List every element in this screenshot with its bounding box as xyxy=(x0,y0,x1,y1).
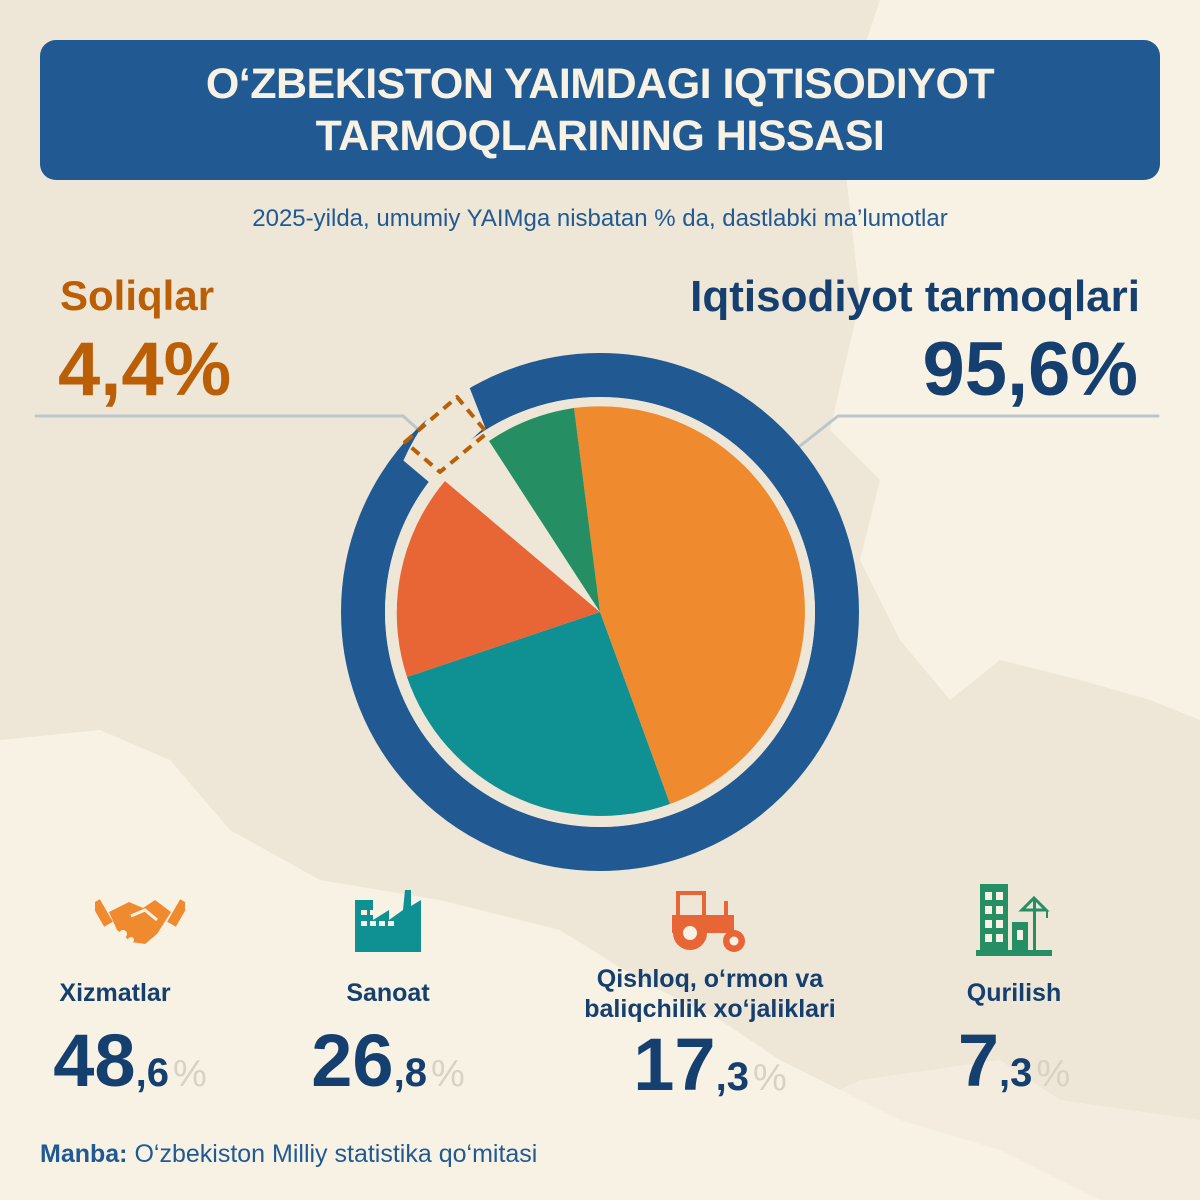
taxes-dashed-box xyxy=(403,395,489,474)
taxes-label: Soliqlar xyxy=(60,272,215,319)
slice-xizmatlar xyxy=(574,406,805,804)
title-line-1: O‘ZBEKISTON YAIMDAGI IQTISODIYOT xyxy=(205,60,995,108)
subtitle: 2025-yilda, umumiy YAIMga nisbatan % da,… xyxy=(252,205,948,232)
slice-qurilish xyxy=(489,408,600,612)
title-line-2: TARMOQLARINING HISSASI xyxy=(315,112,885,160)
sector-value: 26,8% xyxy=(311,1019,465,1102)
sectors-leader-line xyxy=(798,414,1160,448)
sector-value: 48,6% xyxy=(53,1019,207,1102)
source-text: O‘zbekiston Milliy statistika qo‘mitasi xyxy=(134,1140,538,1168)
source-note: Manba: O‘zbekiston Milliy statistika qo‘… xyxy=(40,1140,537,1169)
sector-qishloq: Qishloq, o‘rmon va baliqchilik xo‘jalikl… xyxy=(570,880,850,1107)
taxes-leader-line xyxy=(34,414,432,442)
sector-name: Xizmatlar xyxy=(59,979,171,1007)
sectors-total-label: Iqtisodiyot tarmoqlari xyxy=(690,272,1140,321)
source-label: Manba: xyxy=(40,1140,128,1168)
sector-xizmatlar: Xizmatlar 48,6% xyxy=(0,880,280,1103)
sector-name: Qishloq, o‘rmon va baliqchilik xo‘jalikl… xyxy=(584,965,836,1023)
building-crane-icon xyxy=(874,880,1154,960)
sector-name: Qurilish xyxy=(966,979,1062,1007)
factory-icon xyxy=(248,880,528,960)
tractor-icon xyxy=(570,880,850,960)
sectors-total-value: 95,6% xyxy=(922,327,1139,412)
slice-qishloq xyxy=(396,481,600,677)
title-banner: O‘ZBEKISTON YAIMDAGI IQTISODIYOT TARMOQL… xyxy=(40,40,1160,180)
sector-value: 17,3% xyxy=(633,1023,787,1106)
sector-name: Sanoat xyxy=(346,979,430,1007)
handshake-icon xyxy=(0,880,280,960)
sector-sanoat: Sanoat 26,8% xyxy=(248,880,528,1103)
sector-qurilish: Qurilish 7,3% xyxy=(874,880,1154,1103)
taxes-value: 4,4% xyxy=(58,327,232,412)
slice-sanoat xyxy=(407,612,670,816)
slice-soliqlar xyxy=(445,441,600,612)
outer-ring xyxy=(341,353,859,871)
sector-value: 7,3% xyxy=(957,1019,1071,1102)
